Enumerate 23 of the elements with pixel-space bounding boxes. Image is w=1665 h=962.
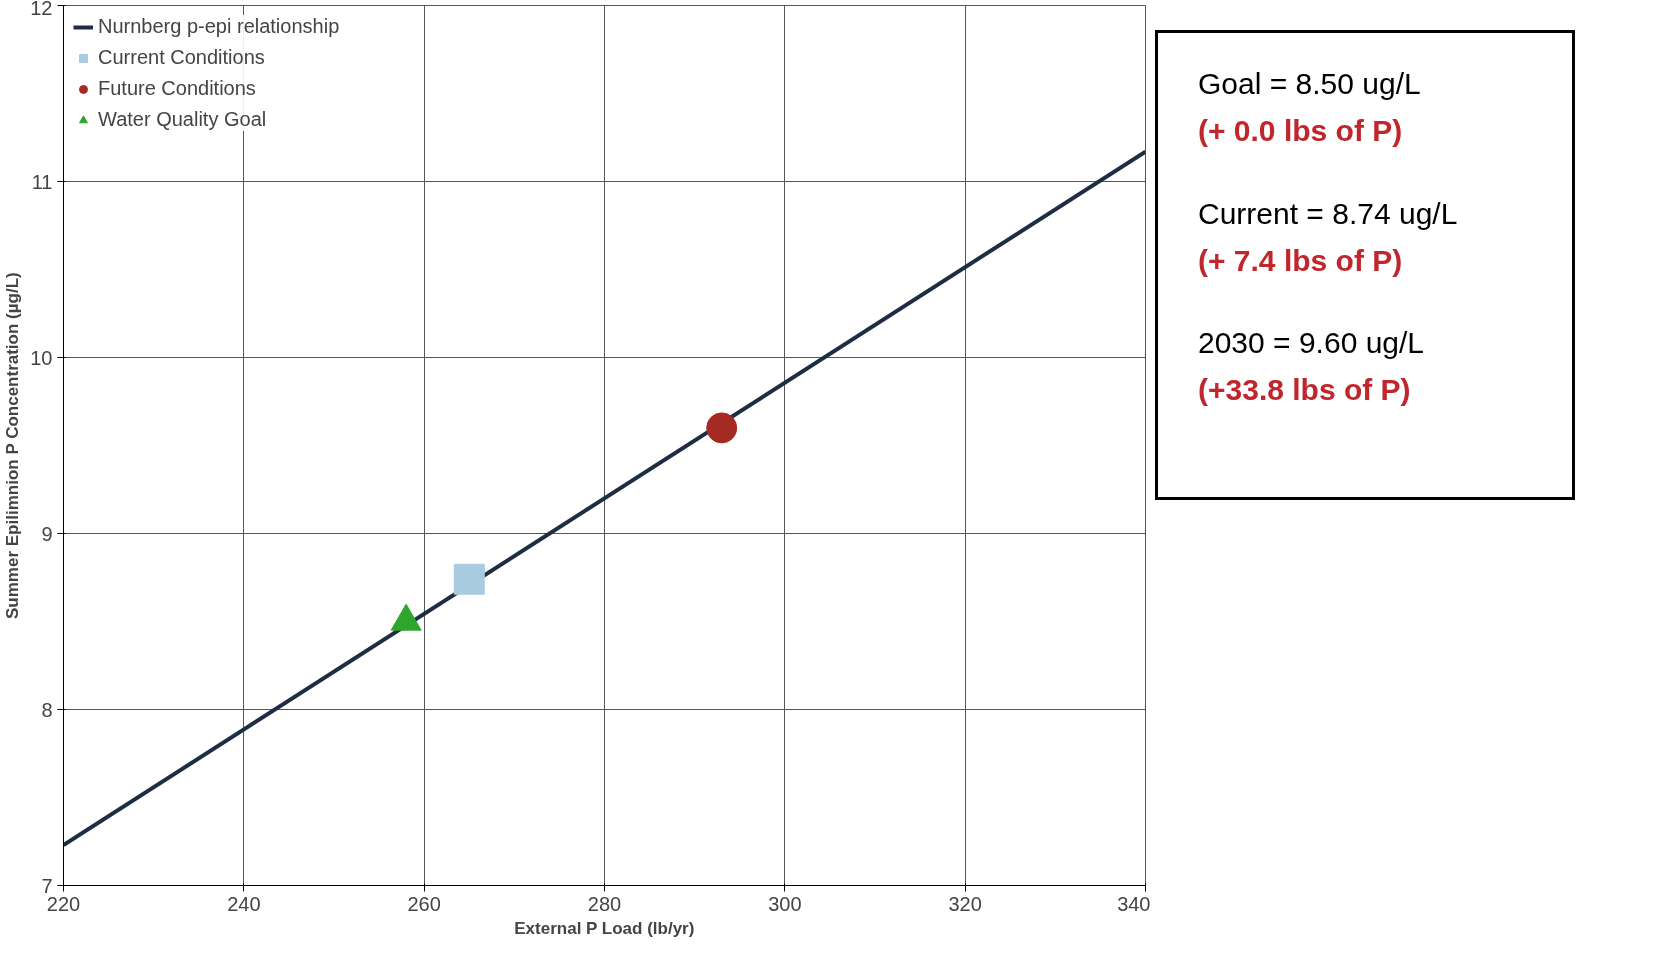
text: (+33.8 lbs of P) [1198,372,1412,409]
y-tick-label: 12 [30,0,53,19]
x-tick-label: 320 [948,892,982,915]
text: Goal = 8.50 ug/L [1198,66,1422,102]
x-tick-label: 300 [768,892,802,915]
x-tick-label: 260 [407,892,441,915]
text: 2030 = 9.60 ug/L [1198,325,1426,362]
text: (+ 0.0 lbs of P) [1198,112,1404,149]
legend-label: Water Quality Goal [98,108,267,131]
x-tick-label: 340 [1117,892,1151,915]
y-tick-label: 10 [30,346,53,369]
x-tick-label: 240 [227,892,261,915]
legend-label: Future Conditions [98,77,256,100]
x-axis-title: External P Load (lb/yr) [514,918,695,938]
y-axis-title: Summer Epilimnion P Concentration (µg/L) [3,272,23,619]
legend-label: Nurnberg p-epi relationship [98,15,340,38]
y-tick-label: 9 [41,522,53,545]
y-tick-label: 8 [41,698,53,721]
text: Current = 8.74 ug/L [1198,195,1458,232]
y-tick-label: 11 [31,170,53,193]
x-tick-label: 280 [587,892,622,915]
legend-label: Current Conditions [98,46,265,69]
text: (+ 7.4 lbs of P) [1198,242,1404,279]
